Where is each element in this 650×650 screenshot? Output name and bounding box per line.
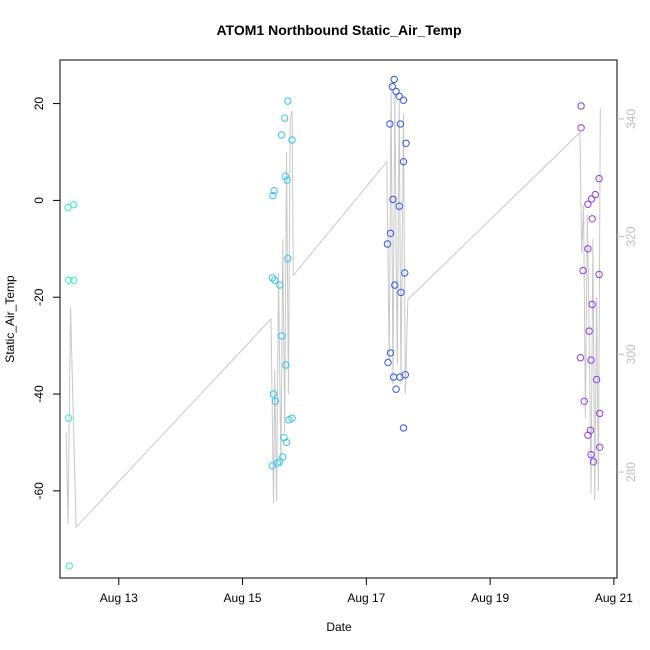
data-point-series-3 [396, 120, 405, 128]
y-tick-label: 0 [32, 197, 46, 204]
data-point-series-2 [288, 136, 296, 144]
x-tick-label: Aug 19 [471, 591, 509, 605]
data-point-series-2 [281, 114, 289, 122]
data-point-series-2 [283, 176, 291, 184]
data-point-series-4 [577, 102, 585, 110]
data-point-series-3 [383, 240, 392, 248]
data-point-series-3 [389, 195, 397, 204]
data-point-series-1 [69, 276, 78, 284]
data-point-series-4 [589, 458, 598, 466]
x-tick-label: Aug 17 [347, 591, 385, 605]
data-point-series-4 [588, 215, 596, 223]
data-point-series-4 [587, 450, 595, 459]
data-point-series-4 [576, 354, 585, 362]
data-point-series-4 [587, 356, 595, 364]
data-point-series-3 [396, 373, 404, 381]
data-point-series-2 [271, 397, 280, 405]
data-point-series-3 [399, 96, 408, 104]
data-point-series-4 [588, 300, 596, 309]
data-point-series-1 [69, 201, 78, 209]
data-point-series-3 [397, 288, 405, 297]
data-point-series-2 [284, 254, 292, 263]
data-point-series-3 [386, 120, 394, 128]
data-point-series-4 [584, 200, 592, 209]
y-tick-label: 20 [32, 97, 46, 111]
y2-tick-label: 320 [624, 226, 638, 246]
data-point-series-2 [282, 361, 290, 369]
y-axis-label: Static_Air_Temp [3, 275, 17, 363]
data-point-series-2 [268, 274, 276, 282]
chart-title: ATOM1 Northbound Static_Air_Temp [216, 22, 461, 38]
y-axis-right: 340 320 300 280 [617, 109, 638, 482]
data-point-series-2 [271, 276, 279, 284]
data-point-series-4 [577, 124, 585, 132]
data-point-series-3 [401, 269, 409, 277]
data-point-series-4 [579, 266, 587, 275]
data-point-series-3 [391, 281, 399, 289]
data-point-series-4 [585, 327, 593, 335]
data-points [64, 75, 604, 570]
data-point-series-2 [269, 390, 278, 398]
data-point-series-4 [584, 431, 592, 439]
y-tick-label: -20 [32, 288, 46, 306]
data-point-series-3 [402, 139, 410, 148]
y-tick-label: -60 [32, 482, 46, 500]
data-point-series-3 [386, 349, 395, 357]
data-point-series-2 [277, 332, 286, 340]
data-point-series-4 [592, 375, 601, 384]
data-point-series-4 [591, 190, 599, 199]
data-point-series-4 [596, 409, 604, 418]
x-tick-label: Aug 13 [100, 591, 138, 605]
data-point-series-3 [395, 92, 403, 101]
data-point-series-4 [587, 195, 596, 203]
data-point-series-4 [584, 245, 592, 253]
data-point-series-4 [595, 270, 603, 279]
data-point-series-3 [388, 82, 396, 91]
data-point-series-3 [390, 75, 398, 84]
y2-tick-label: 280 [624, 462, 638, 482]
data-point-series-3 [384, 358, 392, 367]
x-axis: Aug 13 Aug 15 Aug 17 Aug 19 Aug 21 [100, 578, 633, 605]
data-point-series-4 [596, 443, 604, 451]
y2-tick-label: 300 [624, 344, 638, 364]
data-point-series-2 [269, 191, 277, 200]
data-point-series-3 [395, 202, 403, 210]
data-point-series-2 [284, 97, 292, 105]
data-point-series-1 [64, 204, 72, 212]
data-point-series-2 [276, 281, 284, 289]
data-point-series-1 [65, 414, 73, 422]
data-point-series-4 [595, 174, 603, 183]
data-point-series-3 [389, 373, 398, 381]
data-point-series-2 [282, 438, 291, 447]
data-point-series-2 [281, 172, 289, 180]
data-point-series-4 [580, 397, 588, 405]
data-point-series-2 [285, 416, 293, 424]
data-point-series-1 [65, 562, 74, 570]
y-axis-left: 20 0 -20 -40 -60 [32, 97, 60, 500]
data-point-series-2 [268, 462, 276, 470]
x-axis-label: Date [326, 620, 352, 634]
data-point-series-3 [399, 424, 408, 432]
x-tick-label: Aug 15 [224, 591, 262, 605]
y-tick-label: -40 [32, 385, 46, 403]
secondary-line [65, 84, 601, 529]
data-point-series-3 [399, 158, 408, 166]
secondary-series-line [65, 84, 601, 529]
x-tick-label: Aug 21 [595, 591, 633, 605]
data-point-series-1 [65, 276, 73, 284]
y2-tick-label: 340 [624, 109, 638, 129]
data-point-series-2 [270, 187, 278, 195]
data-point-series-3 [386, 229, 395, 238]
data-point-series-2 [277, 131, 286, 139]
data-point-series-3 [392, 385, 400, 393]
plot-frame [59, 59, 618, 579]
